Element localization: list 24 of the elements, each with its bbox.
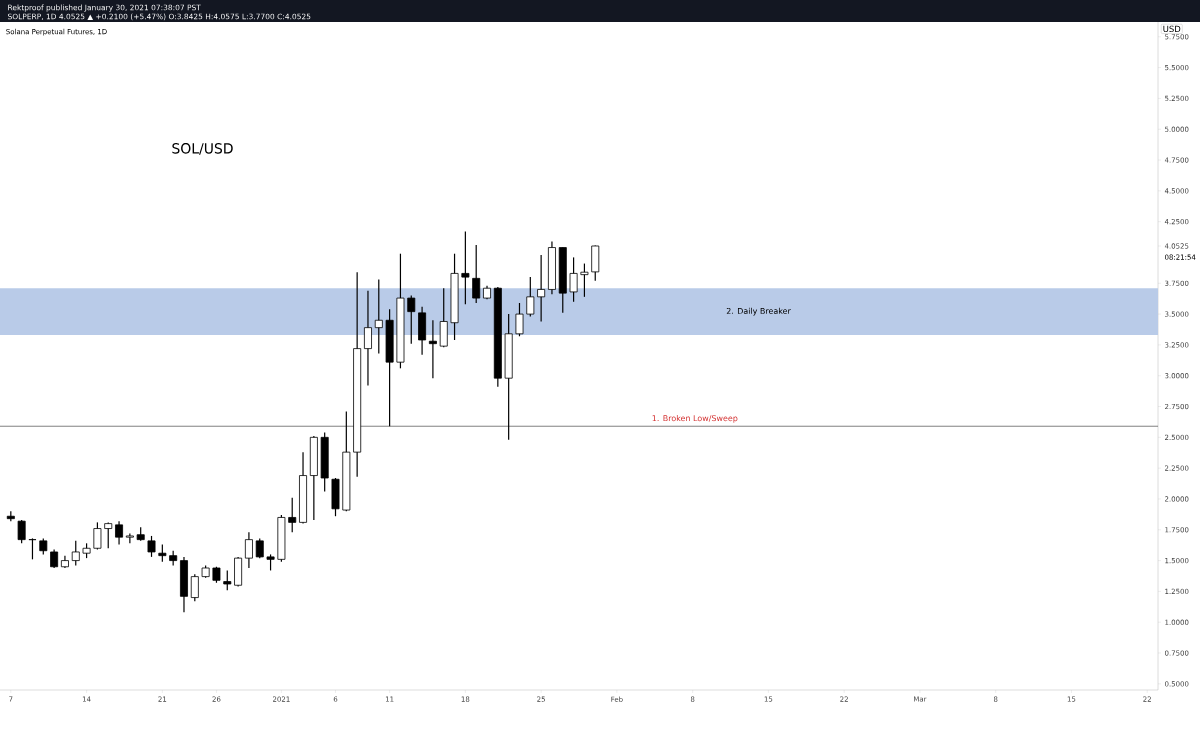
candlestick <box>223 569 232 591</box>
candlestick <box>147 535 156 558</box>
candlestick <box>190 573 199 602</box>
y-axis-title: USD <box>1163 25 1181 33</box>
candlestick <box>526 276 535 318</box>
text: SOL/USD <box>172 143 233 155</box>
candlestick <box>93 521 102 551</box>
candlestick <box>461 230 470 305</box>
candlestick <box>71 540 80 567</box>
candlestick <box>115 520 124 546</box>
candlestick <box>374 278 383 355</box>
candlestick <box>364 290 372 387</box>
candlestick <box>569 256 578 303</box>
candlestick <box>580 262 589 298</box>
candlestick <box>104 521 113 549</box>
candlestick <box>537 254 546 323</box>
candlestick <box>515 302 524 337</box>
candlestick <box>125 532 134 544</box>
candlestick <box>288 497 297 533</box>
candlestick <box>472 244 481 304</box>
candlestick <box>428 319 437 379</box>
candlestick <box>244 531 253 569</box>
candlestick <box>50 548 59 569</box>
candlestick <box>407 295 416 345</box>
